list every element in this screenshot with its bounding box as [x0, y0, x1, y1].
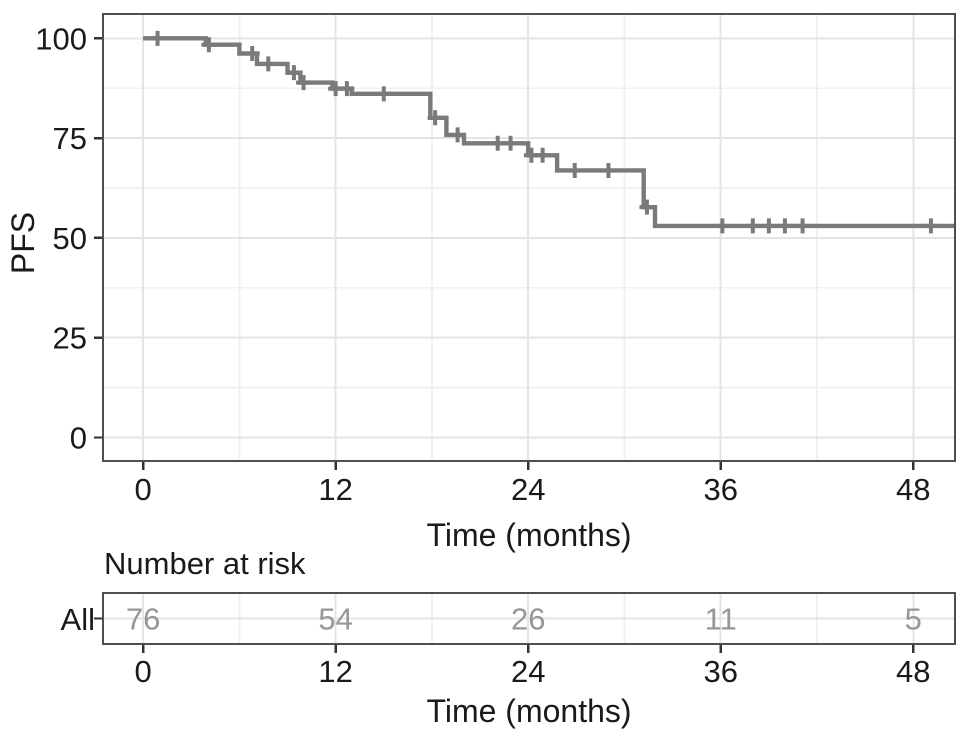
- censor-plus-mark: [339, 81, 355, 97]
- censor-plus-mark: [286, 65, 302, 81]
- static-labels-layer: PFS Time (months) Number at risk All Tim…: [5, 212, 632, 729]
- risk-x-tick-label: 12: [318, 654, 352, 689]
- censor-plus-mark: [795, 218, 811, 234]
- censor-plus-mark: [427, 110, 443, 126]
- y-tick-label: 75: [53, 121, 87, 156]
- censor-plus-mark: [503, 135, 519, 151]
- risk-x-tick-label: 24: [511, 654, 545, 689]
- y-tick-label: 0: [70, 420, 87, 455]
- main-panel-border: [101, 12, 957, 463]
- survival-curve-layer: [143, 30, 955, 234]
- risk-panel-border: [101, 591, 957, 646]
- censor-plus-mark: [296, 75, 312, 91]
- x-tick-label: 24: [511, 472, 545, 507]
- censor-plus-mark: [567, 162, 583, 178]
- censor-plus-mark: [745, 218, 761, 234]
- tick-labels-layer: 0 0 12 12 24 24 36 36 48 48 0 25 50 75 100 76 54 26 11 5: [35, 21, 930, 689]
- censor-plus-mark: [923, 218, 939, 234]
- censor-plus-mark: [639, 199, 655, 215]
- censor-plus-mark: [260, 56, 276, 72]
- risk-x-tick-label: 48: [896, 654, 930, 689]
- y-axis-title: PFS: [5, 212, 41, 274]
- x-tick-label: 36: [703, 472, 737, 507]
- y-tick-label: 25: [53, 321, 87, 356]
- risk-x-tick-label: 36: [703, 654, 737, 689]
- gridlines-layer: [103, 14, 955, 644]
- risk-count: 11: [705, 602, 737, 637]
- y-tick-label: 50: [53, 221, 87, 256]
- censor-plus-mark: [244, 46, 260, 62]
- axis-ticks-layer: [94, 37, 915, 653]
- censor-plus-mark: [535, 147, 551, 163]
- risk-count: 5: [905, 602, 922, 637]
- risk-row-label: All: [61, 602, 95, 637]
- risk-count: 26: [511, 602, 545, 637]
- x-axis-title: Time (months): [426, 517, 631, 553]
- risk-table-title: Number at risk: [104, 546, 306, 581]
- y-tick-label: 100: [35, 21, 87, 56]
- x-tick-label: 12: [318, 472, 352, 507]
- risk-count: 54: [318, 602, 352, 637]
- x-tick-label: 0: [134, 472, 151, 507]
- km-step-curve: [143, 36, 955, 229]
- x-tick-label: 48: [896, 472, 930, 507]
- censor-plus-mark: [201, 37, 217, 53]
- panel-frame-layer: [101, 12, 957, 646]
- censor-plus-mark: [761, 218, 777, 234]
- censor-plus-mark: [777, 218, 793, 234]
- censor-plus-mark: [600, 162, 616, 178]
- censor-plus-mark: [150, 30, 166, 46]
- risk-x-axis-title: Time (months): [426, 693, 631, 729]
- risk-count: 76: [126, 602, 160, 637]
- censor-plus-mark: [714, 218, 730, 234]
- risk-x-tick-label: 0: [134, 654, 151, 689]
- censor-plus-mark: [450, 127, 466, 143]
- censor-plus-mark: [490, 135, 506, 151]
- censor-plus-mark: [376, 86, 392, 102]
